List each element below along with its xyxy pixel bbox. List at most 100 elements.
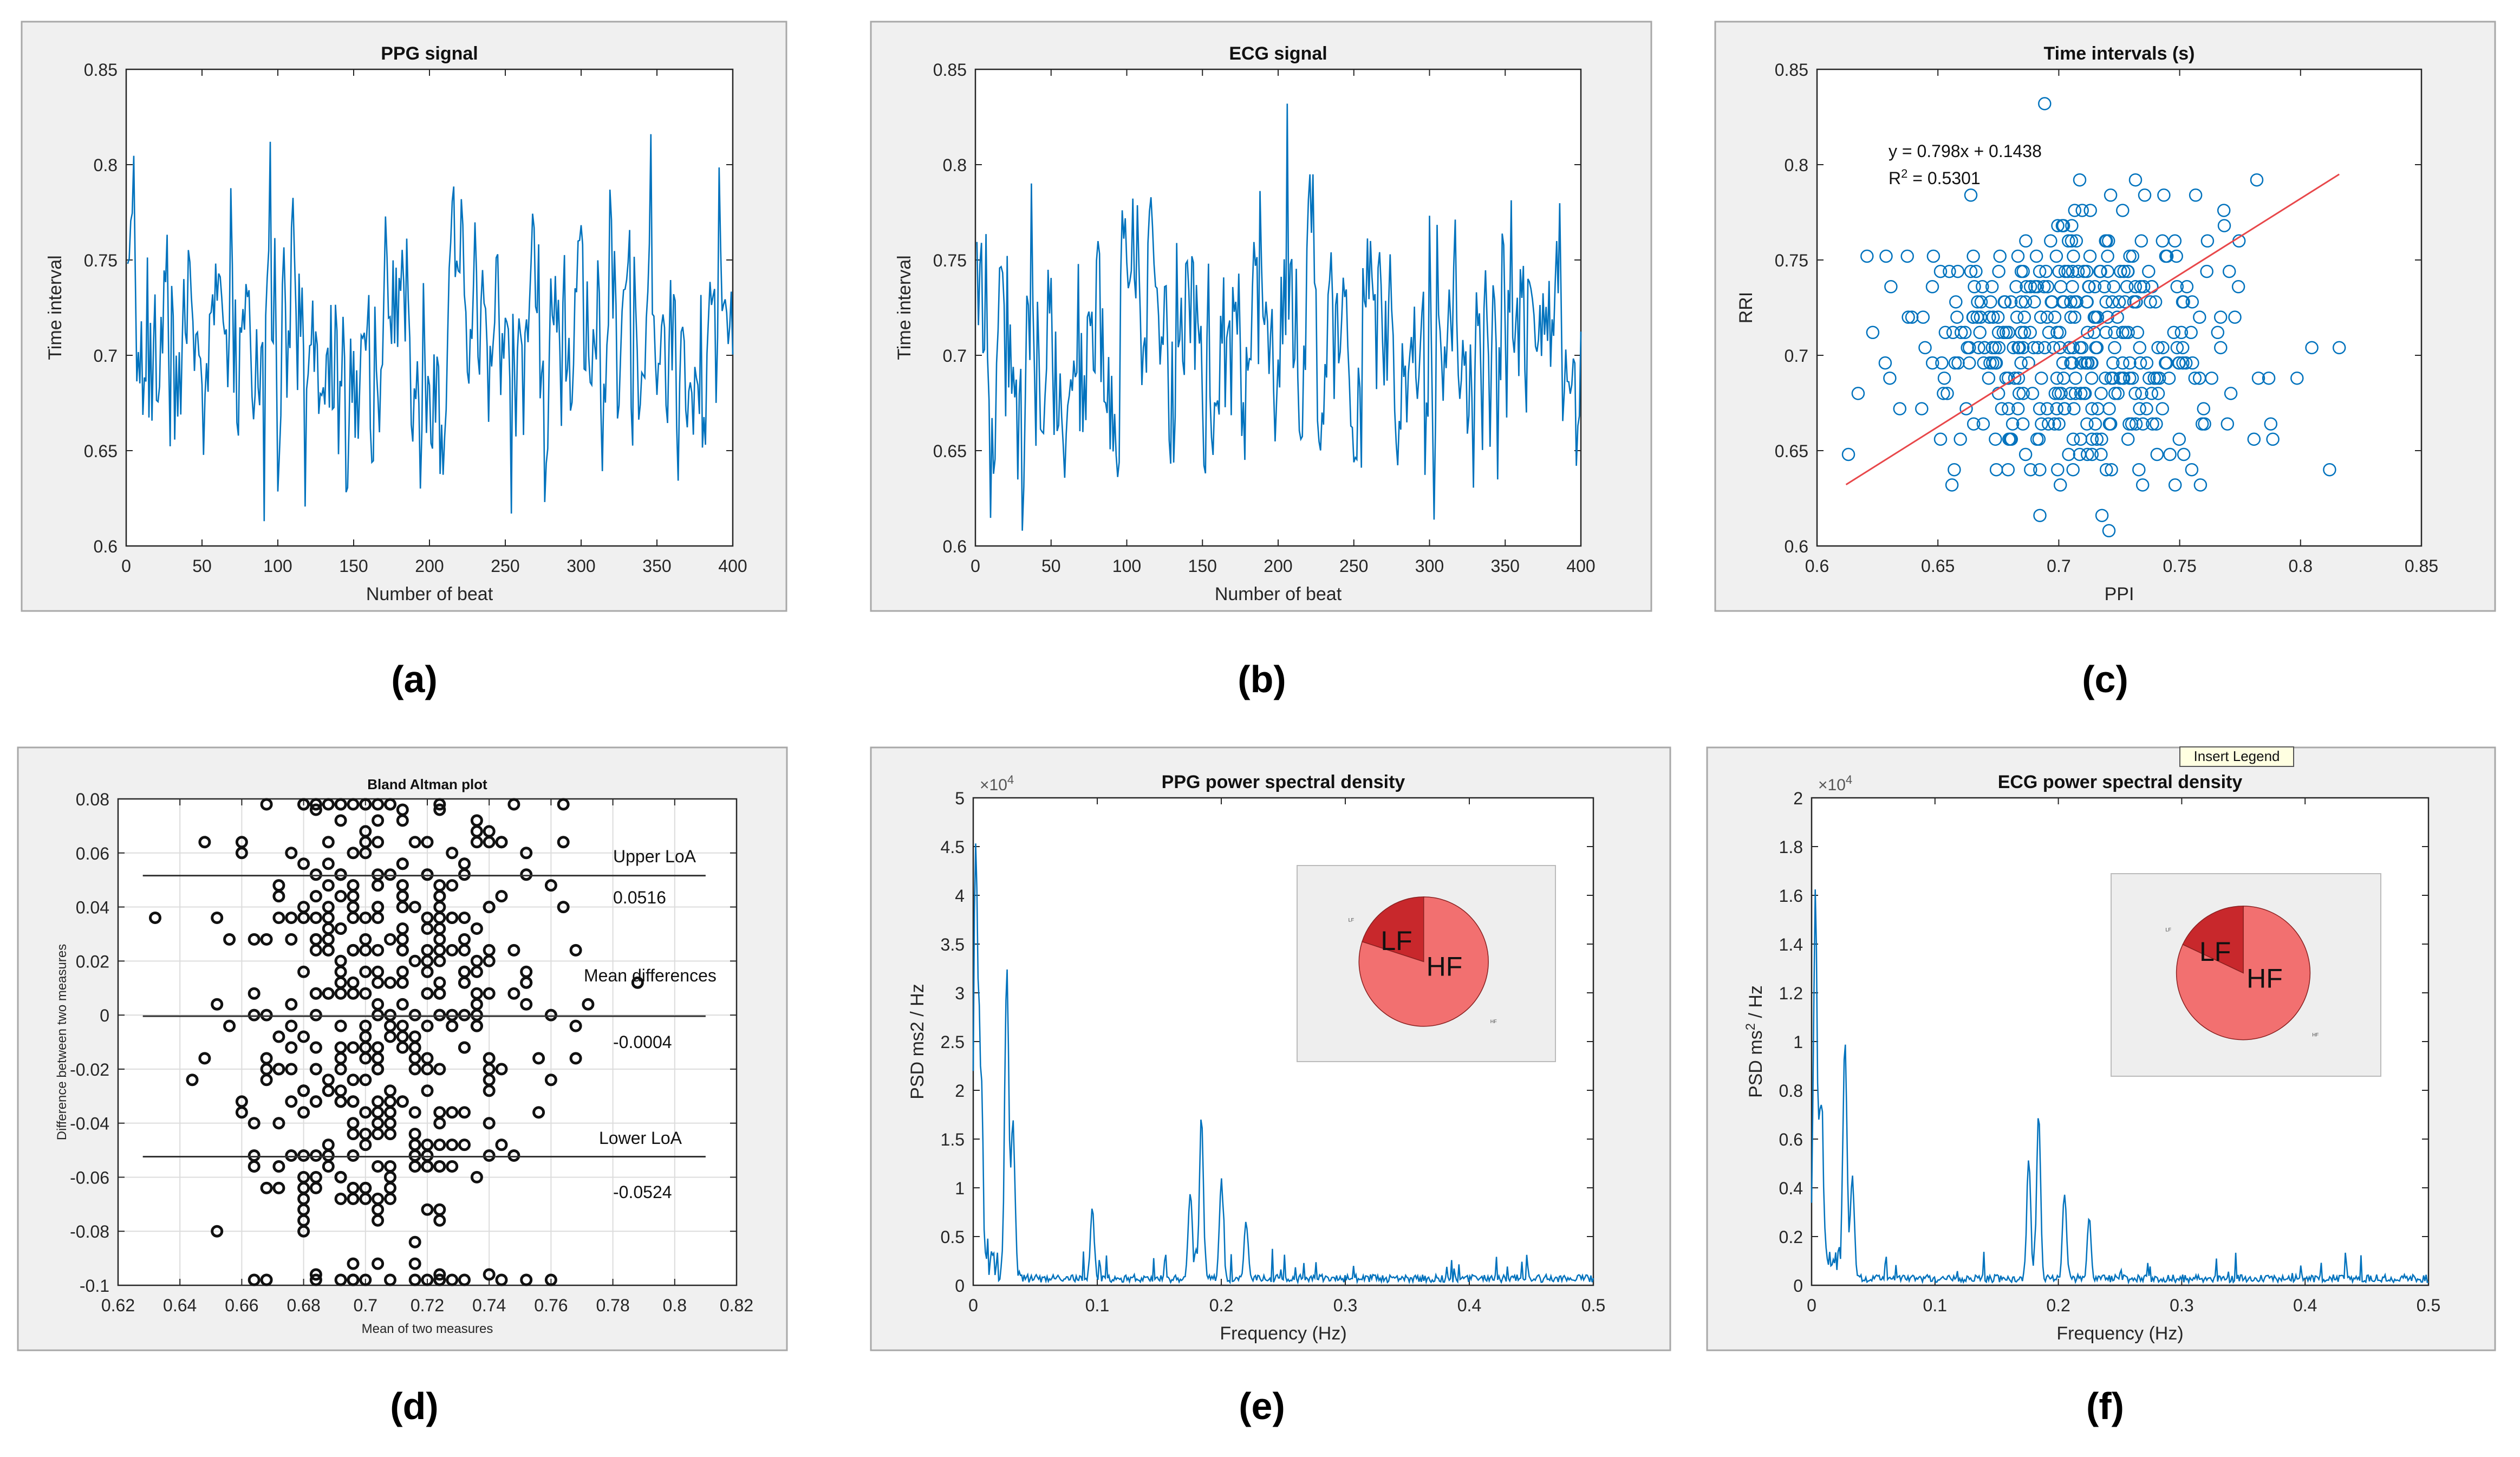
scatter-point	[1969, 264, 1983, 278]
x-tick-label: 0	[121, 556, 131, 576]
scatter-point	[2050, 371, 2064, 385]
scatter-point	[2019, 234, 2033, 248]
y-tick-label: 0.85	[84, 60, 118, 80]
scatter-point	[2066, 432, 2080, 446]
scatter-point	[2167, 326, 2181, 340]
bland-altman-point	[396, 857, 409, 870]
bland-altman-point	[372, 1257, 385, 1270]
scatter-point	[2081, 356, 2095, 370]
scatter-point	[2070, 295, 2083, 309]
chart-title: PPG signal	[381, 43, 478, 64]
scatter-point	[1992, 341, 2006, 355]
bland-altman-point	[285, 933, 298, 946]
scatter-point	[1851, 387, 1865, 400]
bland-altman-point	[557, 798, 570, 811]
scatter-point	[2024, 463, 2037, 477]
y-axis-label-part: Difference between two measures	[55, 944, 69, 1140]
bland-altman-point	[347, 847, 360, 860]
scatter-point	[2067, 249, 2080, 263]
bland-altman-point	[297, 901, 310, 914]
panel-caption: (a)	[391, 658, 438, 700]
y-axis-label-part: RRI	[1736, 292, 1756, 324]
bland-altman-point	[359, 825, 372, 838]
y-tick-label: 0.6	[943, 537, 967, 556]
bland-altman-point	[322, 1149, 335, 1162]
y-axis-label: PSD ms2 / Hz	[1743, 985, 1767, 1098]
bland-altman-point	[297, 857, 310, 870]
bland-altman-point	[334, 798, 347, 811]
scatter-point	[2214, 341, 2228, 355]
pie-small-label-hf: HF	[1490, 1019, 1497, 1024]
scatter-point	[2192, 371, 2206, 385]
panel-caption: (c)	[2082, 658, 2128, 700]
bland-altman-point	[322, 857, 335, 870]
bland-altman-point	[372, 798, 385, 811]
bland-altman-point	[421, 1084, 434, 1097]
scatter-point	[1945, 478, 1959, 492]
scatter-point	[2058, 402, 2072, 415]
scatter-point	[2066, 463, 2080, 477]
bland-altman-point	[520, 1273, 533, 1286]
scatter-point	[2027, 341, 2041, 355]
scatter-point	[2075, 204, 2089, 217]
bland-altman-point	[483, 836, 496, 849]
bland-altman-point	[272, 1181, 285, 1194]
scatter-point	[2111, 387, 2125, 400]
bland-altman-point	[359, 987, 372, 1000]
scatter-point	[2151, 341, 2165, 355]
scatter-point	[2011, 249, 2025, 263]
scatter-point	[2074, 387, 2088, 400]
scatter-point	[2054, 280, 2068, 294]
scatter-point	[2077, 387, 2091, 400]
scatter-point	[2122, 417, 2136, 431]
bland-altman-point	[359, 1181, 372, 1194]
scatter-point	[2065, 219, 2079, 232]
scatter-point	[1866, 326, 1880, 340]
scatter-point	[2136, 417, 2150, 431]
bland-altman-point	[347, 1128, 360, 1141]
x-tick-label: 0.4	[2293, 1296, 2317, 1315]
bland-altman-point	[569, 1052, 582, 1065]
bland-altman-point	[408, 1273, 421, 1286]
y-tick-label: 1.5	[941, 1130, 965, 1149]
scatter-point	[2137, 280, 2151, 294]
y-tick-label: 0.8	[94, 155, 118, 175]
bland-altman-point	[272, 912, 285, 924]
x-tick-label: 0.8	[2289, 556, 2313, 576]
x-axis-label: PPI	[2105, 584, 2134, 604]
bland-altman-point	[408, 1030, 421, 1043]
pie-label-lf: LF	[2199, 936, 2231, 967]
fit-line	[1845, 173, 2340, 486]
insert-legend-tooltip[interactable]: Insert Legend	[2179, 746, 2294, 767]
scatter-point	[2172, 432, 2186, 446]
scatter-point	[2144, 295, 2157, 309]
bland-altman-point	[384, 1084, 396, 1097]
psd-series	[972, 843, 1594, 1285]
bland-altman-point	[483, 1052, 496, 1065]
scatter-point	[2222, 264, 2236, 278]
scatter-point	[2012, 387, 2026, 400]
bland-altman-point	[408, 901, 421, 914]
scatter-point	[2035, 371, 2048, 385]
scatter-point	[2033, 509, 2047, 522]
y-tick-label: 5	[955, 789, 965, 808]
x-tick-label: 0	[1807, 1296, 1816, 1315]
scatter-point	[2323, 463, 2336, 477]
y-tick-label: 0.4	[1779, 1179, 1803, 1198]
bland-altman-point	[372, 879, 385, 892]
scatter-point	[2099, 295, 2113, 309]
scatter-point	[2017, 326, 2031, 340]
scatter-point	[2016, 341, 2030, 355]
scatter-point	[2101, 264, 2114, 278]
bland-altman-point	[483, 1117, 496, 1130]
axis-multiplier: ×104	[1818, 773, 1852, 795]
scatter-point	[2102, 524, 2116, 538]
bland-altman-point	[421, 954, 434, 967]
bland-altman-point	[446, 1139, 459, 1152]
y-tick-label: -0.04	[70, 1114, 109, 1134]
y-tick-label: 0	[1793, 1276, 1803, 1296]
bland-altman-point	[421, 868, 434, 881]
bland-altman-point	[309, 933, 322, 946]
lower-loa-value: -0.0524	[613, 1182, 672, 1202]
bland-altman-point	[297, 1170, 310, 1183]
